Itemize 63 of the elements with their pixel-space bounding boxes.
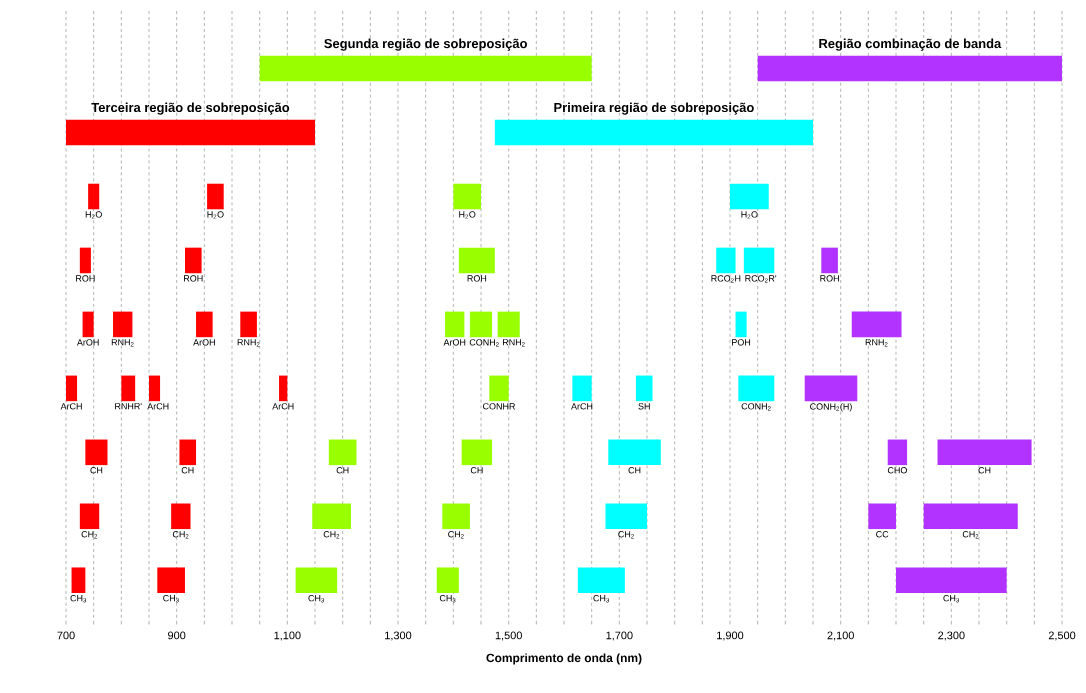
series-label: ROH [76,275,95,282]
series-label: CH [181,467,194,474]
series-label: CH$_{2}$ [962,531,979,539]
series-label: ArCH [147,403,169,410]
series-label: RCO$_{2}$R' [745,275,777,283]
series-label: CC [876,531,889,538]
series-label: CONH$_{2}$ [741,403,771,411]
series-label: Terceira região de sobreposição [91,102,290,115]
series-label: ROH [184,275,203,282]
series-label: CH$_{3}$ [439,595,456,603]
series-label: RCO$_{2}$H [711,275,741,283]
x-axis-title: Comprimento de onda (nm) [486,653,642,665]
x-tick-label: 700 [57,631,75,640]
series-label: POH [732,339,751,346]
series-label: CH$_{3}$ [163,595,179,603]
series-label: CONH$_{2}$ [469,339,499,347]
series-label: ArOH [193,339,215,346]
series-label: RNH$_{2}$ [111,339,134,347]
series-label: CH$_{2}$ [81,531,98,539]
series-label: CH$_{2}$ [448,531,464,539]
x-tick-label: 1,900 [717,631,744,641]
series-label: ROH [467,275,487,282]
x-tick-label: 2,300 [938,631,965,641]
series-label: ArCH [272,403,294,410]
series-label: CHO [887,467,907,474]
series-label: CH$_{3}$ [943,595,959,603]
x-tick-label: 1,500 [495,631,522,641]
series-label: CH$_{3}$ [70,595,87,603]
series-label: RNHR' [115,403,142,410]
series-label: ArOH [443,339,466,346]
series-label: CH$_{3}$ [593,595,609,603]
series-label: RNH$_{2}$ [237,339,260,347]
series-label: Segunda região de sobreposição [324,38,527,51]
series-label: CH [628,467,641,474]
series-label: CH [978,467,991,474]
series-label: CH$_{2}$ [618,531,634,539]
series-label: CONHR [483,403,516,410]
series-label: CH [336,467,349,474]
series-label: CH [90,467,103,474]
series-label: CH [470,467,483,474]
x-tick-label: 900 [168,631,186,640]
x-tick-label: 2,500 [1048,631,1076,641]
series-label: H$_{2}$O [459,211,476,219]
series-label: CH$_{2}$ [323,531,340,539]
series-label: H$_{2}$O [85,211,102,219]
x-tick-label: 2,100 [827,631,854,641]
series-label: SH [638,403,650,410]
series-label: ArOH [76,339,99,346]
series-label: RNH$_{2}$ [503,339,525,347]
series-label: ArCH [60,403,82,410]
series-label: CH$_{3}$ [308,595,325,603]
series-label: CONH$_{2}$(H) [810,403,852,412]
series-label: H$_{2}$O [741,211,758,219]
series-label: ROH [820,275,839,282]
x-tick-label: 1,100 [274,631,301,641]
x-tick-label: 1,700 [606,631,633,641]
series-label: RNH$_{2}$ [865,339,888,347]
series-label: ArCH [571,403,593,410]
series-label: Primeira região de sobreposição [554,102,754,115]
series-label: H$_{2}$O [207,211,224,219]
series-label: CH$_{2}$ [172,531,189,539]
series-label: Região combinação de banda [819,38,1002,51]
x-tick-label: 1,300 [385,631,412,641]
